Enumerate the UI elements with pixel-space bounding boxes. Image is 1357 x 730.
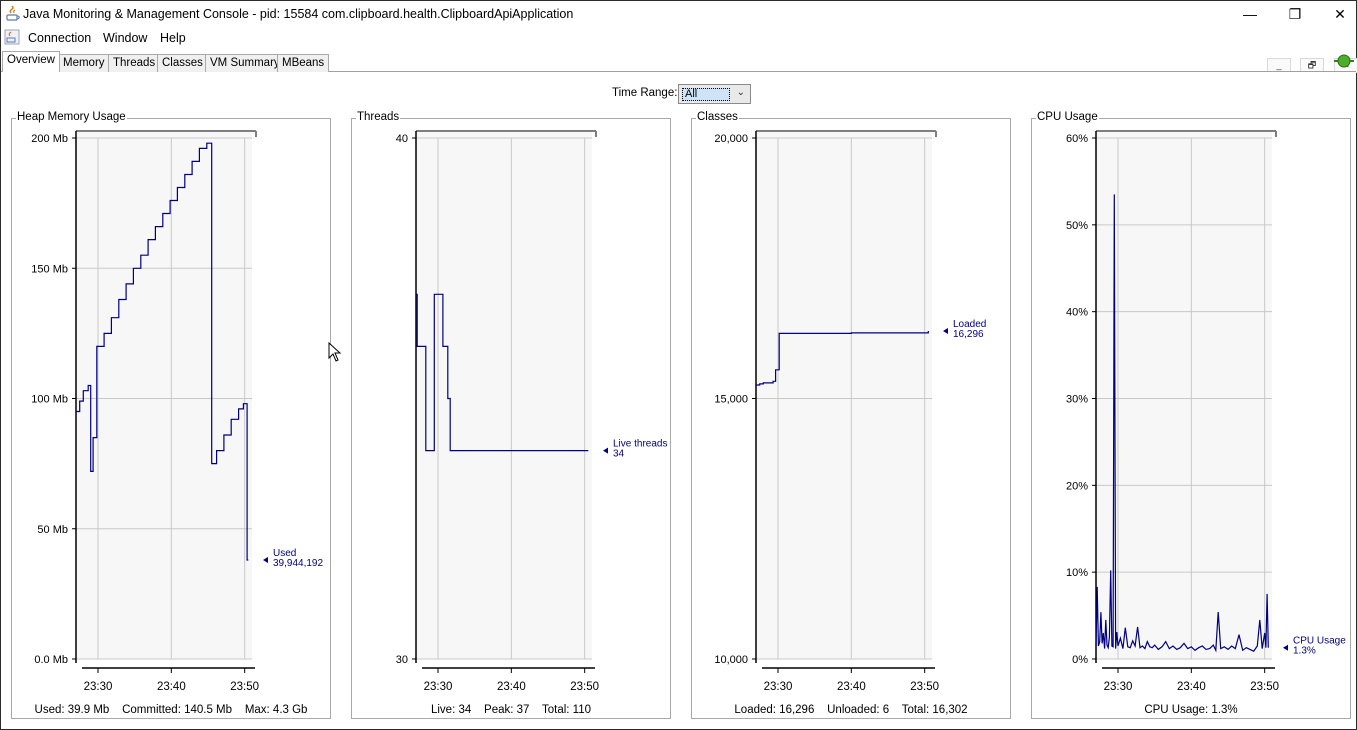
cpu-usage-chart: 0% 10% 20% 30% 40% 50% 60% 23:30 23:40 23:50 CPU U…: [1066, 130, 1346, 693]
classes-summary: Loaded: 16,296 Unloaded: 6 Total: 16,302: [734, 704, 968, 716]
y-tick-label: 15,000: [714, 394, 748, 406]
panel-title: Threads: [356, 111, 401, 123]
window-title: Java Monitoring & Management Console - p…: [23, 7, 574, 21]
legend-value: 34: [613, 449, 625, 460]
x-tick-label: 23:50: [910, 681, 939, 693]
minimize-button[interactable]: —: [1243, 6, 1257, 22]
mouse-cursor-icon: [328, 342, 342, 362]
threads-summary: Live: 34 Peak: 37 Total: 110: [430, 704, 592, 716]
panel-title: Heap Memory Usage: [16, 111, 127, 123]
legend-name: CPU Usage: [1293, 636, 1346, 647]
chevron-down-icon: ⌄: [736, 87, 745, 98]
tab-threads[interactable]: Threads: [108, 54, 161, 72]
x-tick-label: 23:40: [837, 681, 866, 693]
legend-marker: [943, 327, 948, 334]
tab-overview[interactable]: Overview: [2, 51, 60, 72]
legend-value: 1.3%: [1293, 646, 1316, 657]
x-tick-label: 23:40: [1177, 681, 1206, 693]
legend-marker: [603, 447, 608, 454]
y-tick-label: 50%: [1066, 220, 1088, 232]
legend-name: Used: [273, 548, 296, 559]
series-line: [756, 331, 929, 386]
heap-memory-summary: Used: 39.9 Mb Committed: 140.5 Mb Max: 4…: [34, 704, 308, 716]
x-tick-label: 23:50: [570, 681, 599, 693]
x-tick-label: 23:30: [1104, 681, 1133, 693]
x-tick-label: 23:30: [764, 681, 793, 693]
time-range-value: All: [682, 88, 730, 101]
y-tick-label: 20,000: [714, 133, 748, 145]
x-tick-label: 23:30: [424, 681, 453, 693]
y-tick-label: 100 Mb: [31, 394, 68, 406]
menu-connection[interactable]: Connection: [28, 31, 92, 45]
x-tick-label: 23:30: [84, 681, 113, 693]
threads-panel: Threads 30 40 23:30 23:40 23:50 Live threads 3…: [351, 111, 671, 719]
tab-classes[interactable]: Classes: [157, 54, 208, 72]
plot-area: [76, 131, 252, 659]
tab-vm-summary[interactable]: VM Summary: [205, 54, 285, 72]
y-tick-label: 20%: [1066, 480, 1088, 492]
java-icon[interactable]: [4, 29, 20, 45]
cpu-usage-summary: CPU Usage: 1.3%: [1144, 704, 1238, 716]
menu-help[interactable]: Help: [160, 31, 186, 45]
restore-button[interactable]: ❐: [1288, 6, 1302, 22]
legend-value: 16,296: [953, 329, 984, 340]
x-tick-label: 23:40: [497, 681, 526, 693]
heap-memory-panel: Heap Memory Usage 0.0 Mb 50 Mb 100 Mb 150 M…: [11, 111, 331, 719]
menu-window[interactable]: Window: [103, 31, 148, 45]
y-tick-label: 200 Mb: [31, 133, 68, 145]
y-tick-label: 30: [396, 654, 408, 666]
y-tick-label: 10,000: [714, 654, 748, 666]
y-tick-label: 40: [396, 133, 408, 145]
time-range-label: Time Range:: [612, 87, 678, 99]
classes-panel: Classes 10,000 15,000 20,000 23:30 23:40 23:5…: [691, 111, 1011, 719]
series-line: [1095, 194, 1269, 653]
menu-bar: Connection Window Help _ 🗗 ✕: [1, 28, 1357, 73]
series-line: [76, 142, 249, 561]
tab-mbeans[interactable]: MBeans: [277, 54, 330, 72]
tab-bar: Overview Memory Threads Classes VM Summa…: [1, 51, 1356, 72]
classes-chart: 10,000 15,000 20,000 23:30 23:40 23:50 Loaded1…: [714, 130, 986, 693]
panel-title: CPU Usage: [1036, 111, 1099, 123]
y-tick-label: 60%: [1066, 133, 1088, 145]
tab-memory[interactable]: Memory: [58, 54, 110, 72]
cpu-usage-panel: CPU Usage 0% 10% 20% 30% 40% 50% 60% 23:30 23:40…: [1031, 111, 1351, 719]
x-tick-label: 23:40: [157, 681, 186, 693]
time-range-select[interactable]: All ⌄: [678, 84, 751, 104]
y-tick-label: 0.0 Mb: [34, 654, 68, 666]
y-tick-label: 10%: [1066, 567, 1088, 579]
legend-value: 39,944,192: [273, 558, 323, 569]
y-tick-label: 50 Mb: [37, 524, 68, 536]
plot-area: [416, 131, 592, 659]
x-tick-label: 23:50: [1250, 681, 1279, 693]
plot-area: [756, 131, 932, 659]
legend-name: Loaded: [953, 319, 986, 330]
y-tick-label: 30%: [1066, 394, 1088, 406]
close-button[interactable]: ✕: [1334, 6, 1346, 22]
y-tick-label: 150 Mb: [31, 263, 68, 275]
y-tick-label: 40%: [1066, 307, 1088, 319]
title-bar[interactable]: Java Monitoring & Management Console - p…: [1, 1, 1356, 28]
java-icon: [6, 6, 20, 21]
panel-title: Classes: [696, 111, 739, 123]
legend-marker: [263, 557, 268, 564]
connected-plug-icon[interactable]: [1334, 54, 1354, 68]
series-line: [416, 293, 589, 452]
heap-memory-chart: 0.0 Mb 50 Mb 100 Mb 150 Mb 200 Mb 23:30 23:40 2…: [31, 130, 323, 693]
legend-marker: [1283, 644, 1288, 651]
legend-name: Live threads: [613, 439, 667, 450]
y-tick-label: 0%: [1072, 654, 1088, 666]
plot-area: [1096, 131, 1272, 659]
x-tick-label: 23:50: [230, 681, 259, 693]
